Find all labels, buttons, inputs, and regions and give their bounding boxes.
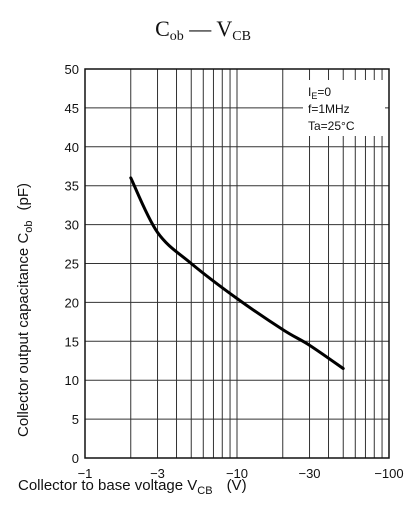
conditions-background [303,80,385,136]
y-tick-label: 10 [65,373,79,388]
y-tick-label: 0 [72,451,79,466]
x-tick-label: −100 [374,466,403,481]
x-tick-labels: −1 −3 −10 −30 −100 [78,466,404,481]
plot-frame [84,68,390,459]
y-axis-label: Collector output capacitance Cob(pF) [15,183,35,437]
x-tick-label: −1 [78,466,93,481]
y-tick-label: 40 [65,140,79,155]
x-tick-label: −3 [150,466,165,481]
y-tick-label: 5 [72,412,79,427]
x-tick-label: −10 [226,466,248,481]
y-tick-label: 35 [65,179,79,194]
x-tick-label: −30 [298,466,320,481]
series-line [129,176,345,370]
y-tick-label: 15 [65,334,79,349]
plot-area-border [84,68,390,459]
x-axis-label: Collector to base voltage VCB (V) [18,477,247,497]
y-tick-label: 25 [65,257,79,272]
y-tick-label: 45 [65,101,79,116]
y-tick-label: 30 [65,218,79,233]
condition-temperature: Ta=25°C [308,119,355,133]
conditions-box: IE=0 f=1MHz Ta=25°C [303,80,385,136]
series-layer [129,176,345,370]
chart-title: Cob — VCB [155,16,251,44]
y-tick-labels: 0 5 10 15 20 25 30 35 40 45 50 [65,62,79,466]
condition-ie: IE=0 [308,85,331,101]
y-tick-label: 20 [65,295,79,310]
condition-frequency: f=1MHz [308,102,350,116]
y-tick-label: 50 [65,62,79,77]
